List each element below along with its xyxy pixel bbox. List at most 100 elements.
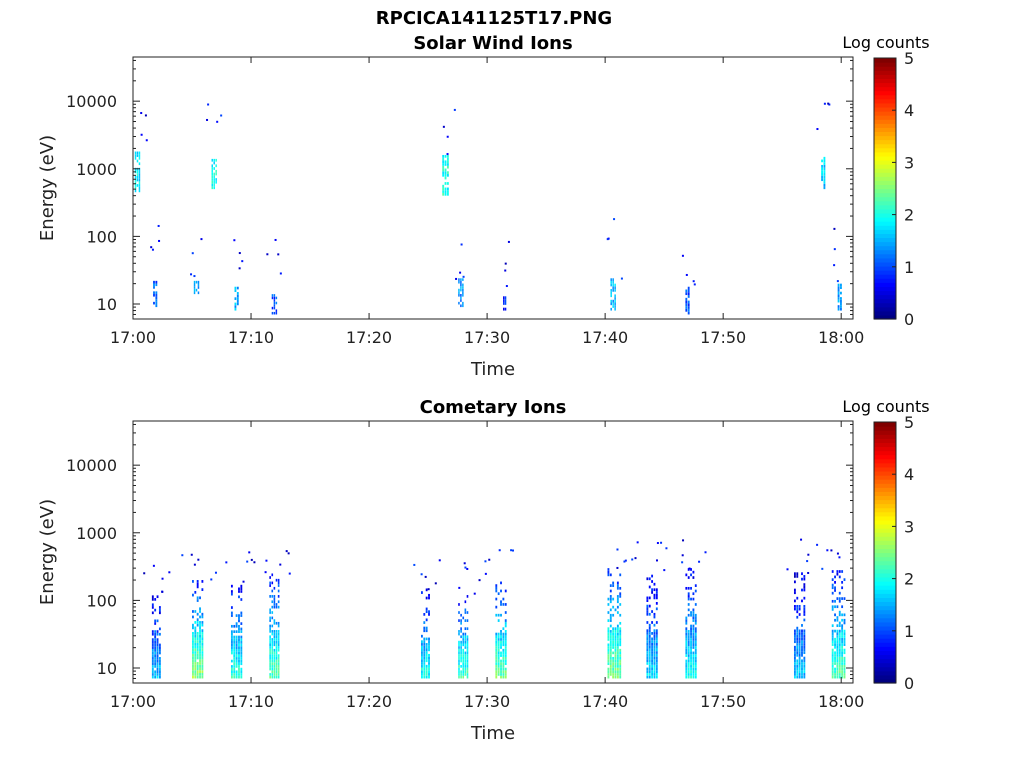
cell [651, 664, 654, 668]
cell [836, 597, 839, 600]
colorbar-step [874, 642, 896, 647]
sparse-cell [161, 577, 164, 580]
cell [500, 635, 502, 639]
cell [500, 651, 502, 655]
sparse-cell [484, 560, 487, 563]
cell [616, 670, 619, 674]
cell [269, 608, 271, 612]
cell [648, 653, 651, 657]
cell [500, 640, 502, 644]
cell [495, 659, 498, 663]
cell [687, 289, 690, 293]
cell [687, 648, 690, 652]
cell [215, 178, 217, 181]
cell [462, 675, 465, 679]
cell [646, 599, 649, 602]
cell [192, 670, 194, 674]
cell [616, 600, 619, 604]
cell [194, 629, 197, 632]
cell [646, 659, 649, 663]
cell [460, 283, 462, 287]
cell [619, 662, 622, 666]
cell [421, 634, 423, 638]
cell [694, 659, 697, 663]
cell [275, 311, 278, 315]
cell [240, 635, 243, 639]
cell [837, 305, 840, 308]
cell [215, 169, 217, 173]
cell [616, 586, 619, 590]
cell [458, 646, 460, 649]
colorbar-step [874, 479, 896, 484]
cell [646, 604, 649, 608]
colorbar-step [874, 302, 896, 308]
cell [841, 632, 844, 636]
cell [240, 584, 243, 588]
cell [277, 659, 280, 663]
cell [495, 635, 498, 639]
cell [192, 648, 194, 652]
cell [607, 654, 610, 657]
cell [192, 642, 194, 646]
cell [504, 643, 507, 647]
cell [211, 178, 213, 181]
colorbar-step [874, 225, 896, 230]
cell [653, 662, 656, 665]
cell [841, 651, 844, 655]
cell [464, 608, 467, 612]
cell [838, 645, 841, 649]
cell [271, 296, 274, 300]
cell [834, 670, 836, 674]
cell [685, 640, 688, 644]
cell [685, 651, 688, 655]
cell [614, 608, 617, 612]
cell [211, 167, 213, 170]
cell [821, 178, 823, 182]
cell [275, 296, 278, 300]
cell [803, 610, 806, 614]
y-tick-label: 10 [97, 295, 117, 314]
cell [821, 159, 823, 163]
cell [831, 608, 834, 611]
cell [798, 637, 801, 641]
cell [196, 664, 199, 668]
cell [497, 635, 500, 639]
cell [841, 635, 844, 638]
cell [201, 642, 204, 646]
cell [136, 159, 139, 163]
cell [504, 611, 507, 614]
cell [837, 291, 840, 295]
cell [793, 670, 796, 674]
cell [687, 630, 690, 633]
cell [616, 651, 619, 655]
x-tick-label: 17:30 [464, 328, 510, 347]
cell [156, 675, 159, 679]
cell [843, 637, 846, 641]
cell [502, 659, 505, 663]
cell [192, 637, 194, 641]
cell [235, 624, 238, 628]
cell [271, 605, 274, 609]
cell [238, 662, 240, 666]
cell [793, 632, 796, 635]
colorbar-step [874, 94, 896, 100]
cell [500, 643, 502, 647]
cell [151, 595, 154, 599]
cell [458, 632, 460, 636]
cell [421, 645, 423, 649]
cell [803, 629, 806, 633]
cell [651, 656, 654, 660]
cell [694, 621, 697, 625]
cell [275, 646, 278, 649]
cell [646, 648, 649, 652]
cell [843, 629, 846, 633]
cell [687, 608, 690, 612]
cell [653, 615, 656, 619]
cell [423, 643, 426, 646]
cell [687, 656, 690, 660]
cell [464, 651, 467, 655]
cell [655, 673, 658, 676]
sparse-cell [505, 285, 508, 288]
burst-8 [636, 541, 668, 679]
cell [423, 626, 426, 630]
